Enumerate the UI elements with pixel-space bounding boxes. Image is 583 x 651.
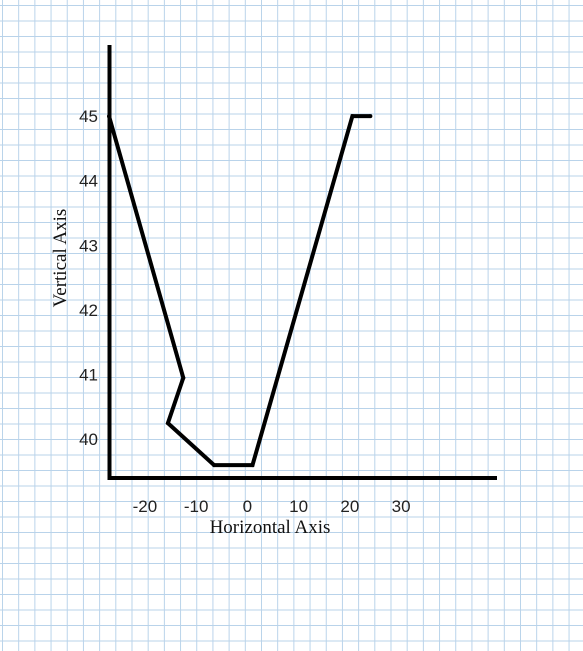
y-tick-label: 40 [79, 430, 98, 449]
data-point [107, 114, 111, 119]
x-tick-labels: -20 -10 0 10 20 30 [133, 497, 411, 516]
series-line [107, 114, 371, 468]
x-tick-label: 30 [392, 497, 411, 516]
y-tick-label: 43 [79, 236, 98, 255]
data-points [107, 114, 373, 468]
y-tick-label: 42 [79, 301, 98, 320]
y-tick-label: 45 [79, 107, 98, 126]
x-axis-title: Horizontal Axis [210, 517, 331, 538]
data-point [350, 114, 355, 119]
x-tick-label: -20 [133, 497, 158, 516]
data-point [212, 463, 217, 468]
y-tick-label: 44 [79, 172, 98, 191]
data-point [368, 114, 373, 119]
x-tick-label: 20 [340, 497, 359, 516]
data-point [165, 421, 170, 426]
data-point [250, 463, 255, 468]
y-axis-title: Vertical Axis [50, 209, 71, 308]
data-point [181, 375, 186, 380]
x-tick-label: 0 [243, 497, 252, 516]
y-tick-label: 41 [79, 366, 98, 385]
x-tick-label: -10 [184, 497, 209, 516]
x-tick-label: 10 [289, 497, 308, 516]
y-tick-labels: 40 41 42 43 44 45 [79, 107, 98, 449]
